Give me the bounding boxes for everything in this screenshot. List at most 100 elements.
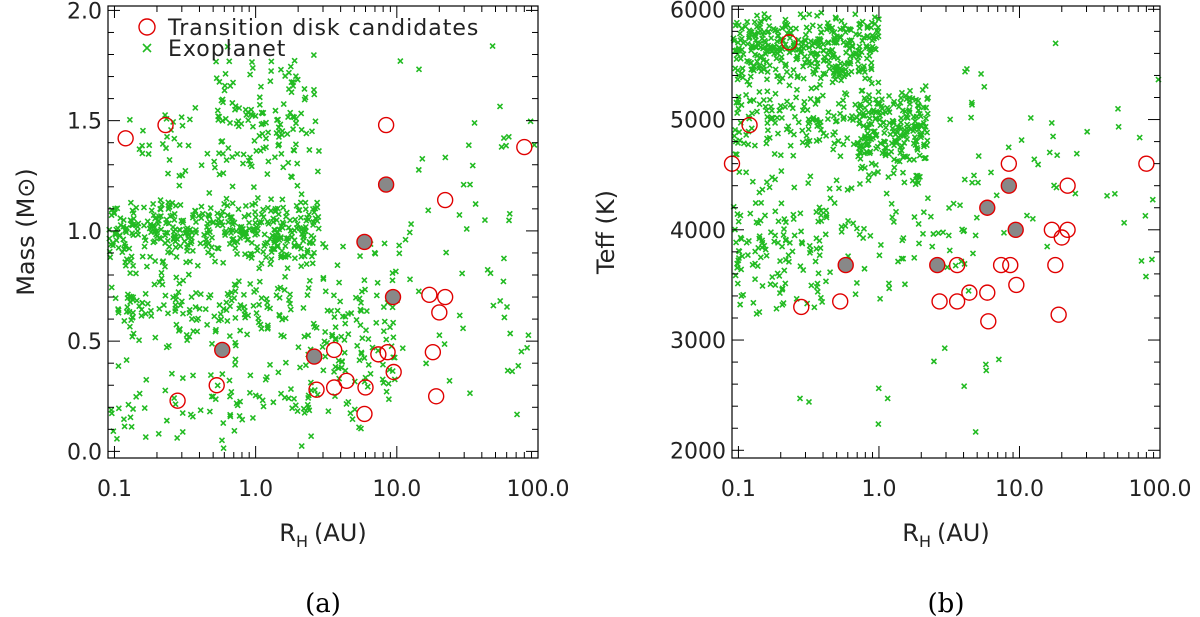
exoplanet-point: [816, 23, 824, 30]
exoplanet-point: [790, 152, 797, 159]
exoplanet-point: [155, 430, 162, 437]
exoplanet-point: [268, 58, 275, 65]
exoplanet-point: [750, 299, 757, 306]
candidate-point: [1000, 155, 1018, 172]
exoplanet-point: [306, 277, 313, 284]
exoplanet-point: [367, 370, 374, 377]
exoplanet-point: [876, 252, 883, 259]
exoplanet-point: [446, 377, 453, 384]
candidate-point: [370, 346, 387, 363]
exoplanet-point: [234, 250, 241, 257]
candidate-point: [1002, 256, 1019, 274]
exoplanet-point: [963, 65, 970, 73]
exoplanet-point: [852, 101, 859, 108]
x-tick-label: 0.1: [721, 477, 756, 502]
exoplanet-point: [820, 70, 827, 77]
exoplanet-point: [309, 260, 316, 267]
exoplanet-point: [840, 115, 847, 123]
exoplanet-point: [396, 242, 403, 249]
exoplanet-point: [808, 85, 815, 92]
exoplanet-point: [863, 55, 871, 62]
candidate-point: [385, 363, 402, 381]
exoplanet-point: [151, 281, 158, 288]
exoplanet-point: [761, 212, 769, 219]
exoplanet-point: [817, 294, 824, 301]
exoplanet-point: [120, 216, 127, 224]
exoplanet-point: [875, 100, 882, 108]
exoplanet-point: [108, 406, 115, 414]
legend-candidate-marker: [138, 18, 156, 36]
exoplanet-point: [312, 215, 319, 222]
exoplanet-point: [305, 394, 312, 401]
exoplanet-point: [365, 361, 372, 368]
exoplanet-point: [273, 216, 280, 224]
exoplanet-point: [751, 30, 758, 37]
exoplanet-point: [158, 269, 165, 276]
candidate-point: [948, 293, 966, 310]
exoplanet-point: [247, 372, 254, 379]
exoplanet-point: [296, 364, 304, 371]
exoplanet-point: [822, 231, 829, 238]
exoplanet-point: [152, 258, 159, 265]
exoplanet-point: [244, 236, 251, 243]
exoplanet-point: [263, 373, 270, 381]
exoplanet-point: [315, 225, 322, 232]
exoplanet-point: [309, 205, 317, 213]
exoplanet-point: [192, 304, 199, 311]
y-tick-label: 1.5: [67, 110, 102, 135]
exoplanet-point: [812, 56, 819, 63]
exoplanet-point: [817, 244, 824, 252]
exoplanet-point: [298, 110, 305, 117]
exoplanet-point: [315, 147, 322, 155]
exoplanet-point: [972, 232, 979, 239]
exoplanet-point: [806, 242, 813, 249]
exoplanet-point: [840, 141, 847, 148]
exoplanet-point: [176, 326, 183, 333]
exoplanet-point: [294, 407, 301, 415]
exoplanet-point: [232, 288, 239, 295]
exoplanet-point: [272, 234, 279, 241]
exoplanet-point: [232, 361, 239, 368]
exoplanet-point: [826, 65, 833, 72]
exoplanet-point: [205, 249, 212, 256]
candidate-point-filled: [1007, 221, 1024, 238]
exoplanet-point: [379, 361, 387, 368]
exoplanet-point: [777, 48, 784, 55]
exoplanet-point: [221, 82, 228, 89]
panel-a-exoplanet-points: [106, 43, 538, 452]
exoplanet-point: [791, 232, 798, 239]
exoplanet-point: [126, 245, 133, 252]
exoplanet-point: [946, 247, 953, 254]
candidate-point: [1059, 177, 1076, 194]
exoplanet-point: [338, 364, 345, 371]
exoplanet-point: [915, 107, 922, 114]
exoplanet-point: [813, 137, 820, 145]
exoplanet-point: [298, 191, 305, 198]
exoplanet-point: [740, 291, 747, 298]
exoplanet-point: [813, 39, 820, 46]
y-tick-label: 6000: [670, 0, 726, 23]
exoplanet-point: [222, 231, 229, 239]
exoplanet-point: [922, 154, 929, 161]
exoplanet-point: [827, 195, 834, 202]
exoplanet-point: [866, 75, 873, 82]
exoplanet-point: [860, 109, 867, 117]
exoplanet-point: [246, 389, 253, 396]
exoplanet-point: [864, 130, 871, 137]
exoplanet-point: [162, 387, 169, 394]
exoplanet-point: [364, 383, 371, 390]
exoplanet-point: [320, 367, 327, 374]
exoplanet-point: [912, 181, 919, 188]
exoplanet-point: [305, 285, 312, 292]
exoplanet-point: [891, 98, 898, 105]
exoplanet-point: [924, 94, 932, 101]
exoplanet-point: [920, 209, 927, 216]
exoplanet-point: [250, 184, 257, 191]
exoplanet-point: [844, 135, 851, 142]
exoplanet-point: [121, 246, 128, 253]
exoplanet-point: [890, 218, 897, 225]
exoplanet-point: [206, 213, 213, 220]
exoplanet-point: [807, 38, 814, 45]
exoplanet-point: [1142, 212, 1149, 219]
exoplanet-point: [223, 299, 230, 306]
